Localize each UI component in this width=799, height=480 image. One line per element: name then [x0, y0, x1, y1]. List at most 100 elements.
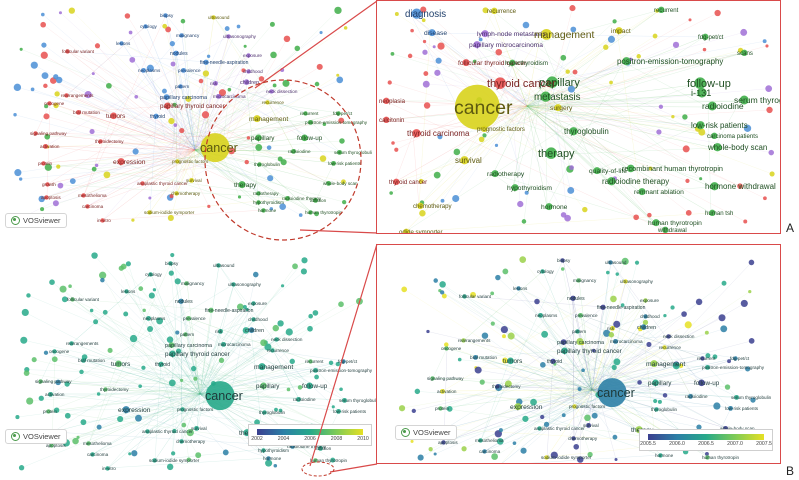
- network-term-label: papillary carcinoma: [160, 95, 208, 101]
- network-edge: [17, 87, 192, 134]
- network-node: [124, 289, 129, 294]
- network-node: [166, 463, 174, 471]
- network-edge: [72, 298, 201, 395]
- network-node: [89, 129, 95, 135]
- network-edge: [501, 86, 564, 215]
- network-edge: [169, 410, 199, 456]
- network-node: [129, 56, 136, 63]
- network-term-label: braf mutation: [78, 358, 105, 363]
- network-edge: [474, 44, 494, 86]
- network-node: [672, 362, 680, 370]
- network-node: [38, 195, 45, 203]
- network-edge: [272, 349, 300, 400]
- network-node: [179, 127, 185, 134]
- network-node: [343, 26, 348, 30]
- network-node: [554, 104, 562, 112]
- network-term-label: thyroid: [155, 362, 170, 368]
- network-term-label: hormone: [541, 204, 568, 211]
- network-node: [342, 199, 347, 205]
- network-node: [606, 270, 610, 275]
- network-edge: [580, 314, 704, 359]
- network-edge: [610, 332, 707, 373]
- network-node: [13, 113, 17, 117]
- network-term-label: rearrangements: [61, 93, 94, 98]
- network-node: [255, 143, 263, 151]
- network-edge: [554, 364, 573, 392]
- network-node: [540, 269, 545, 274]
- network-edge: [170, 262, 201, 395]
- network-term-label: anaplastic thyroid cancer: [137, 181, 188, 186]
- network-term-label: survival: [455, 156, 482, 165]
- network-edge: [424, 41, 509, 99]
- network-term-label: in-vitro: [494, 463, 508, 464]
- network-node: [534, 298, 540, 305]
- network-node: [110, 112, 117, 120]
- network-edge: [565, 356, 716, 391]
- network-node: [637, 380, 642, 385]
- network-edge: [526, 52, 744, 107]
- network-edge: [118, 149, 196, 163]
- network-edge: [108, 85, 175, 167]
- network-edge: [181, 34, 196, 151]
- network-edge: [25, 312, 197, 402]
- network-edge: [542, 50, 741, 103]
- network-node: [175, 348, 182, 354]
- network-term-label: neoplasia: [379, 98, 406, 105]
- network-term-label: lymph-node metastasis: [477, 31, 546, 38]
- network-edge: [145, 25, 196, 151]
- network-node: [316, 63, 323, 70]
- network-node: [265, 459, 273, 467]
- network-edge: [460, 35, 541, 162]
- network-node: [19, 47, 23, 51]
- network-edge: [47, 115, 157, 185]
- network-term-label: human thyrotropin: [648, 220, 702, 227]
- network-term-label: papillary microcarcinoma: [469, 42, 543, 49]
- network-node: [84, 91, 92, 99]
- network-edge: [199, 264, 220, 395]
- network-edge: [569, 84, 694, 133]
- network-term-label: ultrasound: [213, 263, 235, 268]
- network-node: [391, 141, 395, 145]
- network-node: [40, 12, 45, 17]
- network-node: [621, 257, 629, 265]
- network-edge: [553, 115, 748, 129]
- network-edge: [54, 350, 201, 395]
- network-node: [98, 139, 103, 144]
- network-edge: [552, 119, 571, 191]
- network-edge: [392, 53, 555, 104]
- network-term-label: hormone: [655, 453, 674, 458]
- network-node: [522, 415, 529, 422]
- network-term-label: exposure: [640, 298, 659, 303]
- network-term-label: cytology: [145, 272, 163, 277]
- network-edge: [622, 61, 709, 108]
- network-edge: [510, 62, 629, 170]
- network-edge: [48, 155, 221, 168]
- network-node: [174, 278, 181, 285]
- network-node: [567, 85, 575, 93]
- network-edge: [177, 378, 196, 390]
- network-term-label: childhood: [243, 69, 263, 74]
- network-node: [267, 175, 274, 182]
- network-term-label: hypothyroidism: [258, 448, 289, 453]
- network-node: [389, 191, 393, 195]
- network-node: [517, 200, 524, 208]
- network-node: [433, 171, 441, 179]
- network-node: [573, 443, 580, 450]
- network-node: [94, 43, 101, 49]
- network-term-label: nodules: [567, 296, 585, 302]
- network-node: [714, 9, 721, 17]
- network-node: [741, 49, 748, 57]
- network-node: [567, 187, 575, 194]
- network-node: [437, 42, 445, 50]
- network-node: [103, 387, 108, 392]
- network-edge: [193, 401, 277, 410]
- network-edge: [499, 10, 658, 113]
- network-node: [115, 360, 122, 368]
- network-edge: [497, 45, 768, 118]
- network-edge: [515, 389, 593, 408]
- network-term-label: radiotherapy: [487, 171, 525, 178]
- network-node: [258, 363, 266, 371]
- network-node: [705, 353, 711, 359]
- network-edge: [544, 52, 744, 85]
- network-term-label: sodium-iodide symporter: [149, 458, 200, 463]
